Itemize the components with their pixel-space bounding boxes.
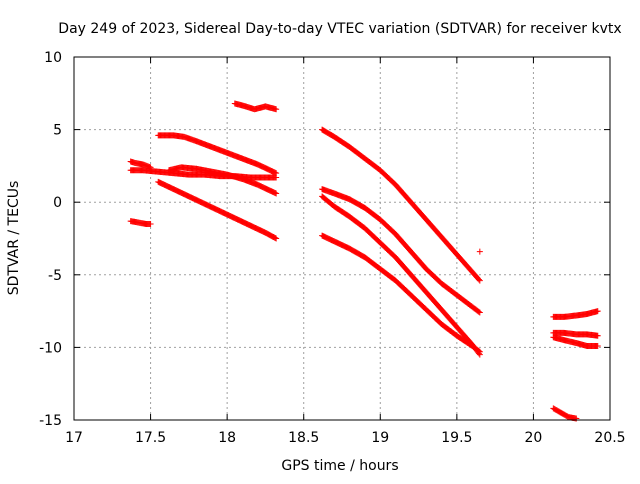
x-tick-label: 18 — [218, 430, 236, 446]
data-point — [273, 190, 280, 197]
y-tick-label: -15 — [39, 413, 62, 429]
grid-layer — [74, 57, 610, 420]
x-tick-label: 17.5 — [135, 430, 166, 446]
data-point — [476, 348, 483, 355]
data-point — [476, 309, 483, 316]
y-tick-label: 5 — [53, 123, 62, 139]
y-tick-label: -5 — [48, 268, 62, 284]
data-point — [147, 220, 154, 227]
y-axis-label: SDTVAR / TECUs — [6, 181, 22, 296]
x-tick-label: 19.5 — [441, 430, 472, 446]
x-tick-label: 20.5 — [594, 430, 625, 446]
data-point — [594, 308, 601, 315]
data-point — [594, 332, 601, 339]
series-track-n — [550, 334, 601, 349]
y-tick-label: 10 — [44, 50, 62, 66]
data-point — [476, 248, 483, 255]
series-track-e — [165, 164, 280, 197]
data-point — [273, 170, 280, 177]
chart-title: Day 249 of 2023, Sidereal Day-to-day VTE… — [58, 21, 621, 37]
x-tick-label: 19 — [371, 430, 389, 446]
series-track-d — [155, 132, 280, 177]
series-track-k — [319, 232, 483, 355]
data-point — [594, 342, 601, 349]
data-point — [475, 276, 482, 283]
series-track-l — [550, 308, 601, 320]
x-axis-label: GPS time / hours — [281, 458, 398, 474]
series-track-m — [550, 329, 601, 339]
tick-layer: 17 17.5 18 18.5 19 19.5 20 20.5 -15 -10 -5 0 5 10 — [39, 50, 625, 446]
x-tick-label: 17 — [65, 430, 83, 446]
series-track-o — [550, 405, 580, 422]
x-tick-label: 20 — [525, 430, 543, 446]
data-point — [475, 308, 482, 315]
data-point — [273, 235, 280, 242]
series-track-j — [319, 193, 483, 358]
data-point — [273, 106, 280, 113]
series-track-h — [319, 126, 483, 284]
series-track-i — [319, 186, 483, 316]
series-track-outlier — [476, 248, 483, 255]
y-tick-label: -10 — [39, 340, 62, 356]
data-layer — [127, 100, 601, 422]
x-tick-label: 18.5 — [288, 430, 319, 446]
data-point — [573, 415, 580, 422]
y-tick-label: 0 — [53, 195, 62, 211]
series-track-a — [127, 158, 154, 171]
data-point — [475, 348, 482, 355]
series-track-c — [127, 218, 154, 227]
data-point — [476, 277, 483, 284]
series-track-f — [155, 178, 280, 242]
series-track-g — [231, 100, 280, 113]
plot-frame — [73, 56, 611, 421]
